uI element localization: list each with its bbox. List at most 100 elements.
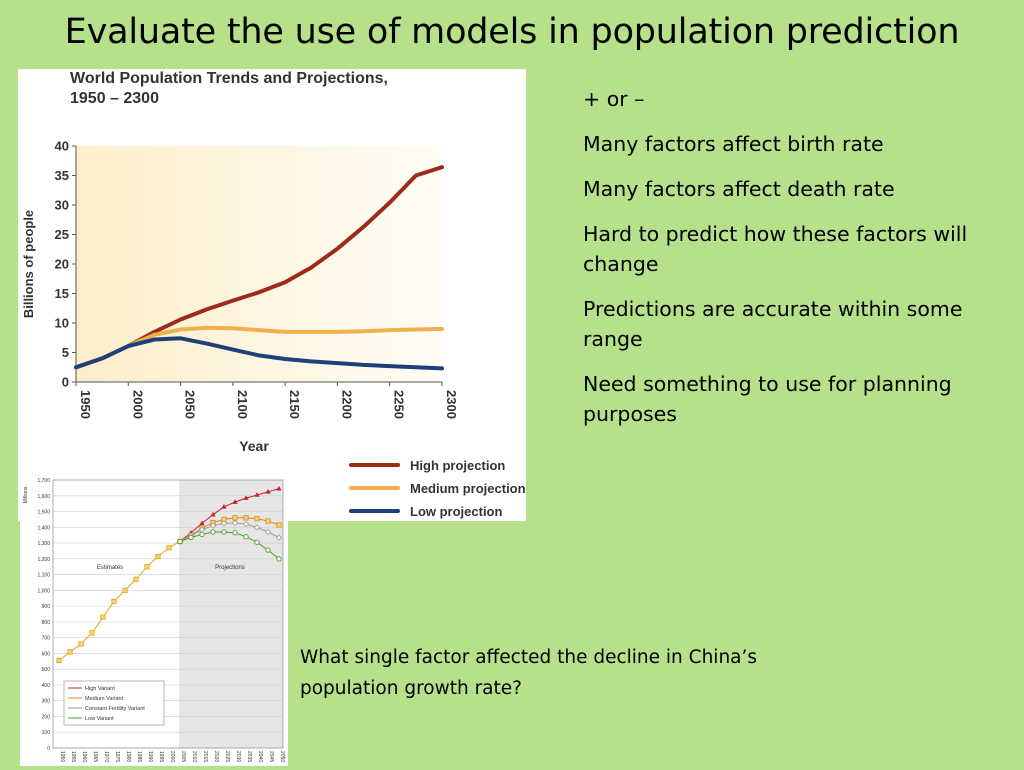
chart1-xlabel: Year xyxy=(239,438,269,454)
chart2-x-tick-label: 2050 xyxy=(279,751,285,762)
bullet-item: Hard to predict how these factors will c… xyxy=(583,222,968,276)
chart2-y-tick-label: 1,100 xyxy=(37,573,50,579)
chart2-x-tick-label: 2025 xyxy=(224,751,230,762)
chart2-projection-shade xyxy=(179,480,283,748)
chart1-x-tick-label: 2300 xyxy=(444,390,459,419)
chart2-y-tick-label: 1,400 xyxy=(37,525,50,531)
chart1-y-tick-label: 40 xyxy=(55,139,69,154)
chart1-title-line1: World Population Trends and Projections, xyxy=(70,70,388,87)
chart2-x-tick-label: 1985 xyxy=(136,751,142,762)
chart1-y-tick-label: 35 xyxy=(55,168,69,183)
slide-title: Evaluate the use of models in population… xyxy=(64,12,960,52)
chart1-y-tick-label: 5 xyxy=(62,345,69,360)
chart2-y-tick-label: 400 xyxy=(42,683,51,689)
chart2-x-tick-label: 2035 xyxy=(246,751,252,762)
chart1-legend-label: High projection xyxy=(410,458,505,473)
chart1-y-tick-label: 25 xyxy=(55,227,69,242)
chart2-x-tick-label: 2045 xyxy=(268,751,274,762)
chart2-marker-square xyxy=(78,641,84,647)
chart2-x-tick-label: 1955 xyxy=(70,751,76,762)
chart2-marker-circle xyxy=(254,539,260,545)
chart2-marker-circle xyxy=(276,556,282,562)
question-text: What single factor affected the decline … xyxy=(300,647,758,699)
chart2-marker-square xyxy=(232,515,238,521)
chart2-y-tick-label: 1,300 xyxy=(37,541,50,547)
chart2-x-tick-label: 1965 xyxy=(92,751,98,762)
chart2-marker-circle xyxy=(188,534,194,541)
chart2-y-tick-label: 300 xyxy=(42,699,51,705)
chart2-marker-square xyxy=(133,576,139,582)
chart1-y-tick-label: 20 xyxy=(55,257,69,272)
chart2-y-tick-label: 800 xyxy=(42,620,51,626)
chart2-marker-diamond xyxy=(220,520,228,527)
chart2-x-tick-label: 2000 xyxy=(169,751,175,762)
chart1-title-line2: 1950 – 2300 xyxy=(70,90,159,107)
chart2-marker-square xyxy=(265,518,271,524)
chart2-x-tick-label: 1960 xyxy=(81,751,87,762)
chart1-x-tick-label: 2150 xyxy=(287,390,302,419)
chart2-marker-square xyxy=(276,522,282,528)
chart1-legend-label: Low projection xyxy=(410,504,503,519)
chart2-marker-triangle xyxy=(221,504,227,509)
chart2-marker-circle xyxy=(177,538,183,545)
bullet-item: + or – xyxy=(583,87,645,111)
chart1-legend-label: Medium projection xyxy=(410,481,526,496)
world-population-chart: World Population Trends and Projections,… xyxy=(18,69,526,521)
chart2-marker-square xyxy=(144,564,150,570)
chart1-series-line xyxy=(74,336,444,371)
chart2-x-tick-label: 2005 xyxy=(180,751,186,762)
bullet-item: Predictions are accurate within some ran… xyxy=(583,297,963,351)
chart1-y-tick-label: 15 xyxy=(55,286,69,301)
chart2-y-tick-label: 100 xyxy=(42,730,51,736)
bullet-list: + or – Many factors affect birth rate Ma… xyxy=(583,84,1003,444)
chart2-marker-triangle xyxy=(265,489,271,494)
bullet-item: Many factors affect birth rate xyxy=(583,132,884,156)
chart2-x-tick-label: 1950 xyxy=(59,751,65,762)
chart2-x-tick-label: 1995 xyxy=(158,751,164,762)
bullet-item: Many factors affect death rate xyxy=(583,177,895,201)
china-population-chart-svg: 0 100 200 300 400 500 600 700 800 900 1,000 1,100 1,… xyxy=(23,478,285,762)
chart2-marker-circle xyxy=(232,530,238,536)
chart2-marker-circle xyxy=(221,529,227,535)
chart2-marker-square xyxy=(243,515,249,521)
chart2-legend-label: High Variant xyxy=(85,686,115,692)
chart2-y-tick-label: 1,700 xyxy=(37,478,50,484)
chart2-marker-circle xyxy=(199,531,205,538)
chart2-y-tick-label: 1,200 xyxy=(37,557,50,563)
chart2-marker-square xyxy=(155,553,161,560)
chart1-x-tick-label: 2100 xyxy=(235,390,250,419)
chart2-y-tick-label: 600 xyxy=(42,651,51,657)
chart2-marker-square xyxy=(166,545,172,551)
chart2-plot-frame xyxy=(52,479,284,749)
chart2-marker-circle xyxy=(243,534,249,540)
chart2-series-line xyxy=(179,522,280,542)
chart1-x-tick-label: 2050 xyxy=(183,390,198,419)
chart2-marker-triangle xyxy=(254,492,260,497)
world-population-chart-svg: World Population Trends and Projections,… xyxy=(21,70,526,519)
chart2-y-tick-label: 0 xyxy=(47,746,50,752)
chart2-marker-square xyxy=(56,657,62,664)
chart2-y-tick-label: 500 xyxy=(42,667,51,673)
chart2-y-tick-label: 900 xyxy=(42,604,51,610)
chart2-marker-square xyxy=(122,587,128,593)
chart2-x-tick-label: 1970 xyxy=(103,751,109,762)
chart1-x-tick-label: 2200 xyxy=(339,390,354,419)
chart2-marker-diamond xyxy=(275,534,283,541)
chart2-marker-triangle xyxy=(199,520,205,526)
chart2-x-tick-label: 1975 xyxy=(114,751,120,762)
china-population-chart: 0 100 200 300 400 500 600 700 800 900 1,000 1,100 1,… xyxy=(20,473,288,766)
chart2-y-tick-label: 700 xyxy=(42,636,51,642)
chart2-series-line xyxy=(179,517,280,542)
chart1-ylabel: Billions of people xyxy=(21,210,36,318)
chart2-x-tick-label: 1990 xyxy=(147,751,153,762)
chart2-marker-square xyxy=(100,614,106,620)
chart2-estimates-line xyxy=(58,541,181,661)
chart2-marker-square xyxy=(111,598,117,604)
chart1-x-tick-label: 2000 xyxy=(130,390,145,419)
chart2-marker-diamond xyxy=(264,528,272,536)
chart2-label-projections: Projections xyxy=(215,565,245,571)
chart1-y-tick-label: 30 xyxy=(55,198,69,213)
chart2-marker-circle xyxy=(265,547,271,553)
chart2-x-tick-label: 2010 xyxy=(191,751,197,762)
chart2-marker-square xyxy=(67,649,73,655)
